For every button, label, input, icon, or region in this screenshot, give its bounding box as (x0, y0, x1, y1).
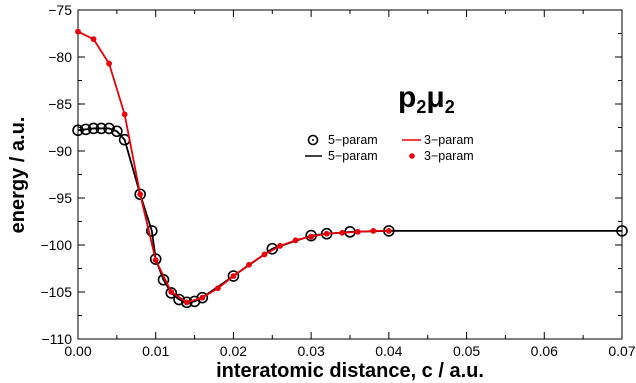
x-tick-label: 0.04 (375, 343, 402, 359)
data-point (183, 299, 190, 306)
annotation-base: p (398, 81, 416, 114)
legend-open-circle-marker (307, 134, 319, 146)
y-tick-label: −85 (48, 96, 72, 112)
data-point (292, 237, 299, 244)
legend-label-5param-line: 5−param (328, 149, 378, 163)
data-point (181, 296, 193, 309)
x-tick-label: 0.02 (220, 343, 247, 359)
data-point (134, 188, 146, 201)
y-tick-label: −105 (40, 284, 72, 300)
data-point (111, 125, 123, 138)
data-point (277, 243, 283, 249)
legend-label-3param-dots: 3−param (424, 149, 474, 163)
data-point (146, 225, 158, 237)
data-point (103, 122, 115, 135)
data-point (149, 253, 162, 265)
y-axis-title: energy / a.u. (7, 117, 29, 234)
x-tick-label: 0.06 (531, 343, 558, 359)
y-tick-label: −75 (48, 2, 72, 18)
x-axis-title: interatomic distance, c / a.u. (216, 360, 484, 382)
y-tick-label: −100 (40, 237, 72, 253)
data-point (72, 124, 84, 137)
data-point (196, 291, 209, 304)
data-point (214, 285, 221, 292)
x-tick-label: 0.01 (142, 343, 169, 359)
data-point (616, 225, 628, 237)
y-tick-label: −95 (48, 190, 72, 206)
data-point (230, 273, 237, 279)
series-3param (75, 28, 392, 306)
x-tick-label: 0.03 (298, 343, 325, 359)
y-tick-label: −90 (48, 143, 72, 159)
data-point (308, 233, 315, 240)
plot-frame (77, 9, 623, 340)
x-tick-labels: 0.00 0.01 0.02 0.03 0.04 0.05 0.06 0.07 (64, 343, 635, 359)
series-layer (72, 28, 628, 309)
data-point (137, 191, 144, 198)
data-point (90, 36, 97, 43)
data-point (75, 28, 81, 35)
axis-ticks (77, 9, 623, 340)
annotation-greek: μ (426, 81, 444, 114)
data-point (385, 228, 392, 234)
data-point (199, 294, 206, 301)
data-point (152, 257, 159, 263)
x-tick-label: 0.05 (453, 343, 480, 359)
data-point (168, 289, 175, 295)
annotation-sub1: 2 (416, 97, 426, 117)
data-point (370, 228, 377, 234)
data-point (165, 287, 178, 299)
legend-label-5param-circles: 5−param (328, 133, 378, 147)
y-tick-label: −80 (48, 49, 72, 65)
y-tick-labels: −75 −80 −85 −90 −95 −100 −105 −110 (40, 2, 72, 347)
legend-open-circle-center (312, 139, 314, 141)
data-point (95, 122, 108, 135)
legend: 5−param 3−param 5−param 3−param (305, 133, 474, 163)
data-point (106, 60, 112, 67)
data-point (339, 229, 346, 236)
data-point (323, 230, 330, 237)
annotation-sub2: 2 (445, 97, 455, 117)
x-tick-label: 0.07 (608, 343, 635, 359)
data-point (261, 251, 268, 258)
legend-label-3param-line: 3−param (424, 133, 474, 147)
data-point (266, 242, 279, 255)
y-tick-label: −110 (42, 331, 73, 347)
legend-red-dot-marker (409, 153, 415, 159)
series-line (77, 30, 389, 304)
data-point (87, 122, 100, 135)
x-tick-label: 0.00 (64, 343, 91, 359)
data-point (227, 270, 240, 282)
data-point (354, 228, 361, 235)
data-point (79, 123, 92, 136)
data-point (121, 111, 128, 118)
plot-annotation: p2μ2 (398, 81, 455, 117)
data-point (246, 261, 252, 268)
